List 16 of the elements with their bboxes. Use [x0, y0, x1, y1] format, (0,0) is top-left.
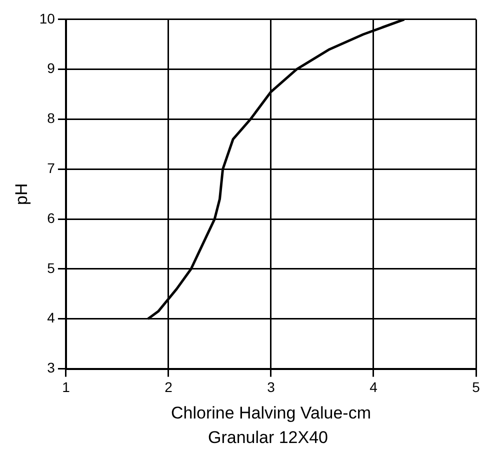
y-tick-label: 10 — [39, 10, 56, 26]
y-tick-label: 4 — [47, 310, 56, 326]
y-tick-label: 5 — [47, 260, 56, 276]
x-tick-label: 4 — [370, 379, 378, 396]
y-tick-label: 6 — [47, 210, 56, 226]
text: Granular 12X40 — [206, 428, 330, 448]
x-tick-label: 1 — [62, 379, 70, 396]
y-tick-label: 3 — [47, 360, 56, 376]
x-tick-label: 3 — [267, 379, 276, 396]
y-tick-label: 7 — [47, 160, 56, 176]
x-tick-label: 2 — [164, 379, 173, 396]
y-tick-label: 9 — [47, 60, 56, 76]
y-tick-label: 8 — [47, 110, 56, 126]
x-tick-label: 5 — [472, 379, 480, 396]
y-axis-title: pH — [12, 183, 31, 205]
x-axis-title: Chlorine Halving Value-cm — [170, 403, 371, 422]
